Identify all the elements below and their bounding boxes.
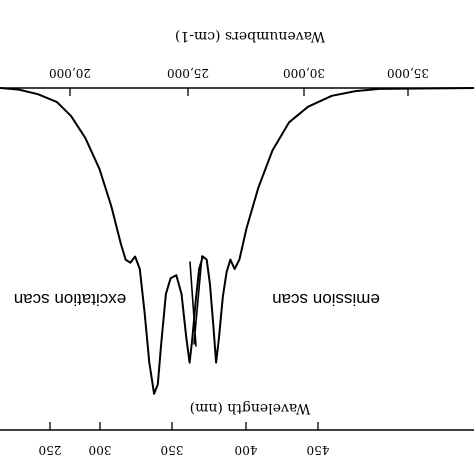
crossing-lines xyxy=(189,255,203,347)
bottom-tick-label-3: 400 xyxy=(235,443,258,457)
bottom-axis-title: Wavelength (nm) xyxy=(190,400,311,416)
spectrum-curve xyxy=(0,87,474,395)
excitation-scan-label: excitation scan xyxy=(14,290,126,309)
bottom-tick-label-2: 350 xyxy=(161,443,184,457)
bottom-tick-label-0: 250 xyxy=(39,443,62,457)
top-tick-label-1: 25,000 xyxy=(167,66,209,80)
top-tick-label-2: 30,000 xyxy=(283,66,325,80)
top-tick-label-0: 20,000 xyxy=(49,66,91,80)
bottom-axis-ticks: 250 300 350 400 450 xyxy=(39,422,330,457)
top-tick-label-3: 35,000 xyxy=(387,66,429,80)
bottom-tick-label-1: 300 xyxy=(89,443,112,457)
top-axis-title: Wavenumbers (cm-1) xyxy=(175,28,325,44)
emission-scan-label: emission scan xyxy=(272,290,380,309)
bottom-tick-label-4: 450 xyxy=(307,443,330,457)
top-axis-ticks: 20,000 25,000 30,000 35,000 xyxy=(49,66,429,96)
